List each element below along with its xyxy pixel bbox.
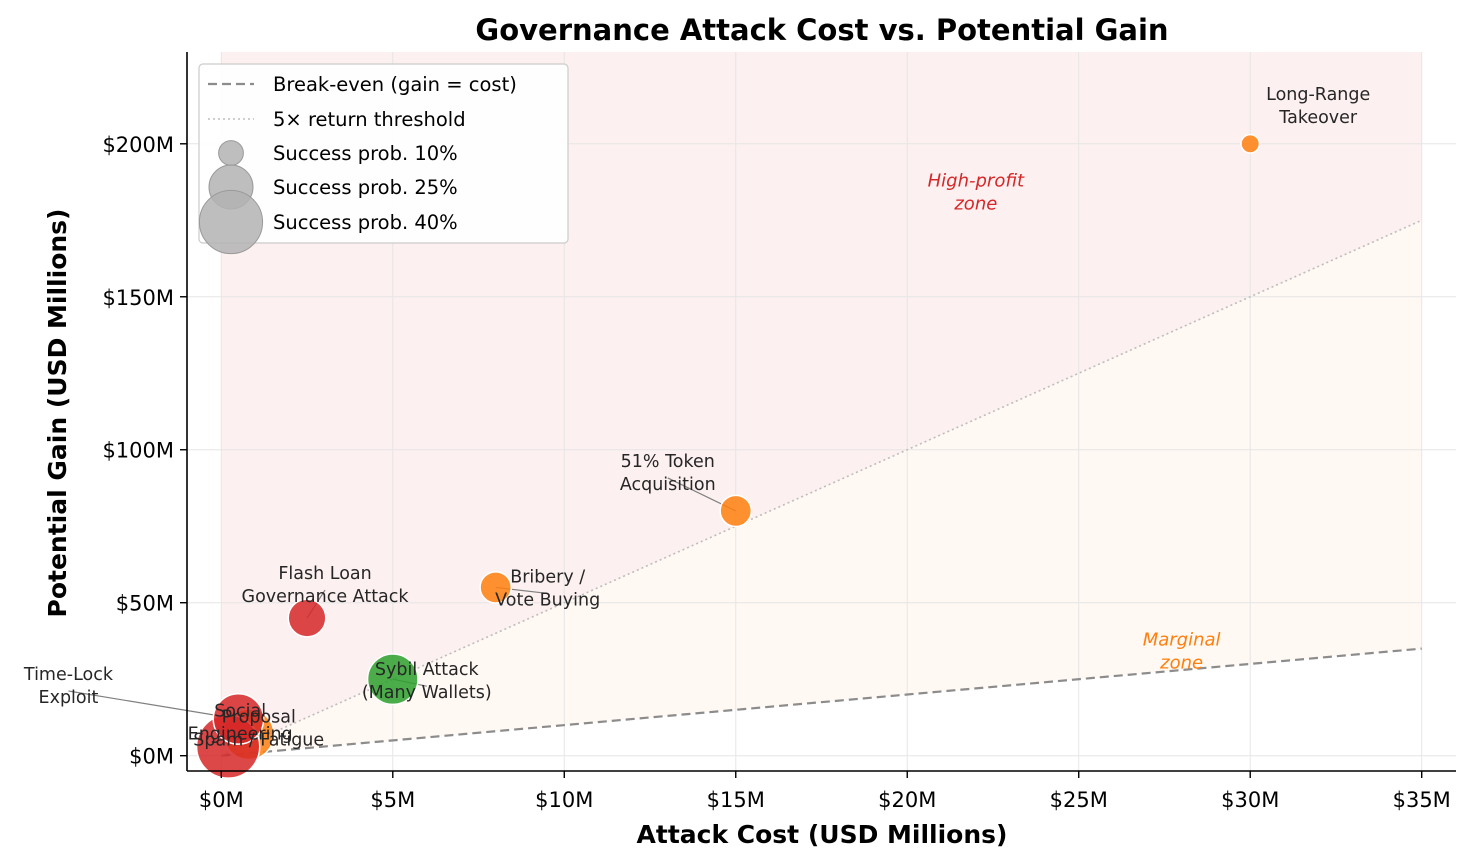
chart-title: Governance Attack Cost vs. Potential Gai… [475,13,1168,47]
x-tick-label: $10M [535,788,593,812]
break-even-gain-cost-line [221,647,1422,757]
y-tick-label: $150M [102,286,174,310]
grid-layer [187,52,1456,771]
x-tick-label: $25M [1050,788,1108,812]
51-token-acquisition-label: 51% Token Acquisition [620,452,716,495]
reference-lines-layer [220,219,1423,757]
bribery-vote-buying-point [479,571,513,604]
long-range-takeover-label: Long-Range Takeover [1266,85,1370,128]
time-lock-exploit-connector [68,690,239,720]
proposal-spam-fatigue-label: Proposal Spam / Fatigue [193,707,324,750]
sybil-attack-many-wallets-label: Sybil Attack (Many Wallets) [362,660,492,703]
x-tick-label: $20M [878,788,936,812]
annotations-layer: High-profit zone Marginal zone Long-Range Tak… [23,85,1370,750]
bribery-vote-buying-label: Bribery / Vote Buying [495,567,600,610]
x-tick-label: $5M [370,788,415,812]
marginal-zone-label: Marginal zone [1143,630,1221,674]
y-axis-label: Potential Gain (USD Millions) [43,209,72,618]
legend-size-swatch [218,140,244,166]
legend: Break-even (gain = cost) 5× return thresh… [198,63,569,255]
x-tick-label: $0M [199,788,244,812]
legend-label: 5× return threshold [273,108,466,131]
high-profit-zone-label: High-profit zone [928,171,1025,215]
time-lock-exploit-label: Time-Lock Exploit [23,665,114,708]
flash-loan-governance-attack-point [287,598,327,638]
legend-label: Success prob. 10% [273,142,458,165]
time-lock-exploit-point [212,693,265,745]
x-tick-label: $15M [707,788,765,812]
flash-loan-governance-attack-label: Flash Loan Governance Attack [242,564,410,607]
social-engineering-label: Social Engineering [188,702,293,745]
sybil-attack-many-wallets-point [366,653,419,706]
legend-label: Success prob. 40% [273,211,458,234]
51-token-acquisition-point [719,494,753,528]
y-tick-label: $0M [129,745,174,769]
points-layer [195,133,1261,779]
y-tick-label: $50M [116,592,174,616]
x-tick-label: $30M [1221,788,1279,812]
legend-label: Success prob. 25% [273,176,458,199]
x-axis-label: Attack Cost (USD Millions) [637,820,1008,849]
legend-size-swatch [198,189,264,255]
legend-label: Break-even (gain = cost) [273,73,517,96]
long-range-takeover-point [1240,133,1261,154]
axes-layer: $0M $5M $10M $15M $20M $25M $30M $35M $0M $50M $10… [102,52,1456,812]
legend-box [198,63,569,244]
5-return-threshold-line [220,219,1423,757]
x-tick-label: $35M [1393,788,1451,812]
y-tick-label: $200M [102,133,174,157]
y-tick-label: $100M [102,439,174,463]
